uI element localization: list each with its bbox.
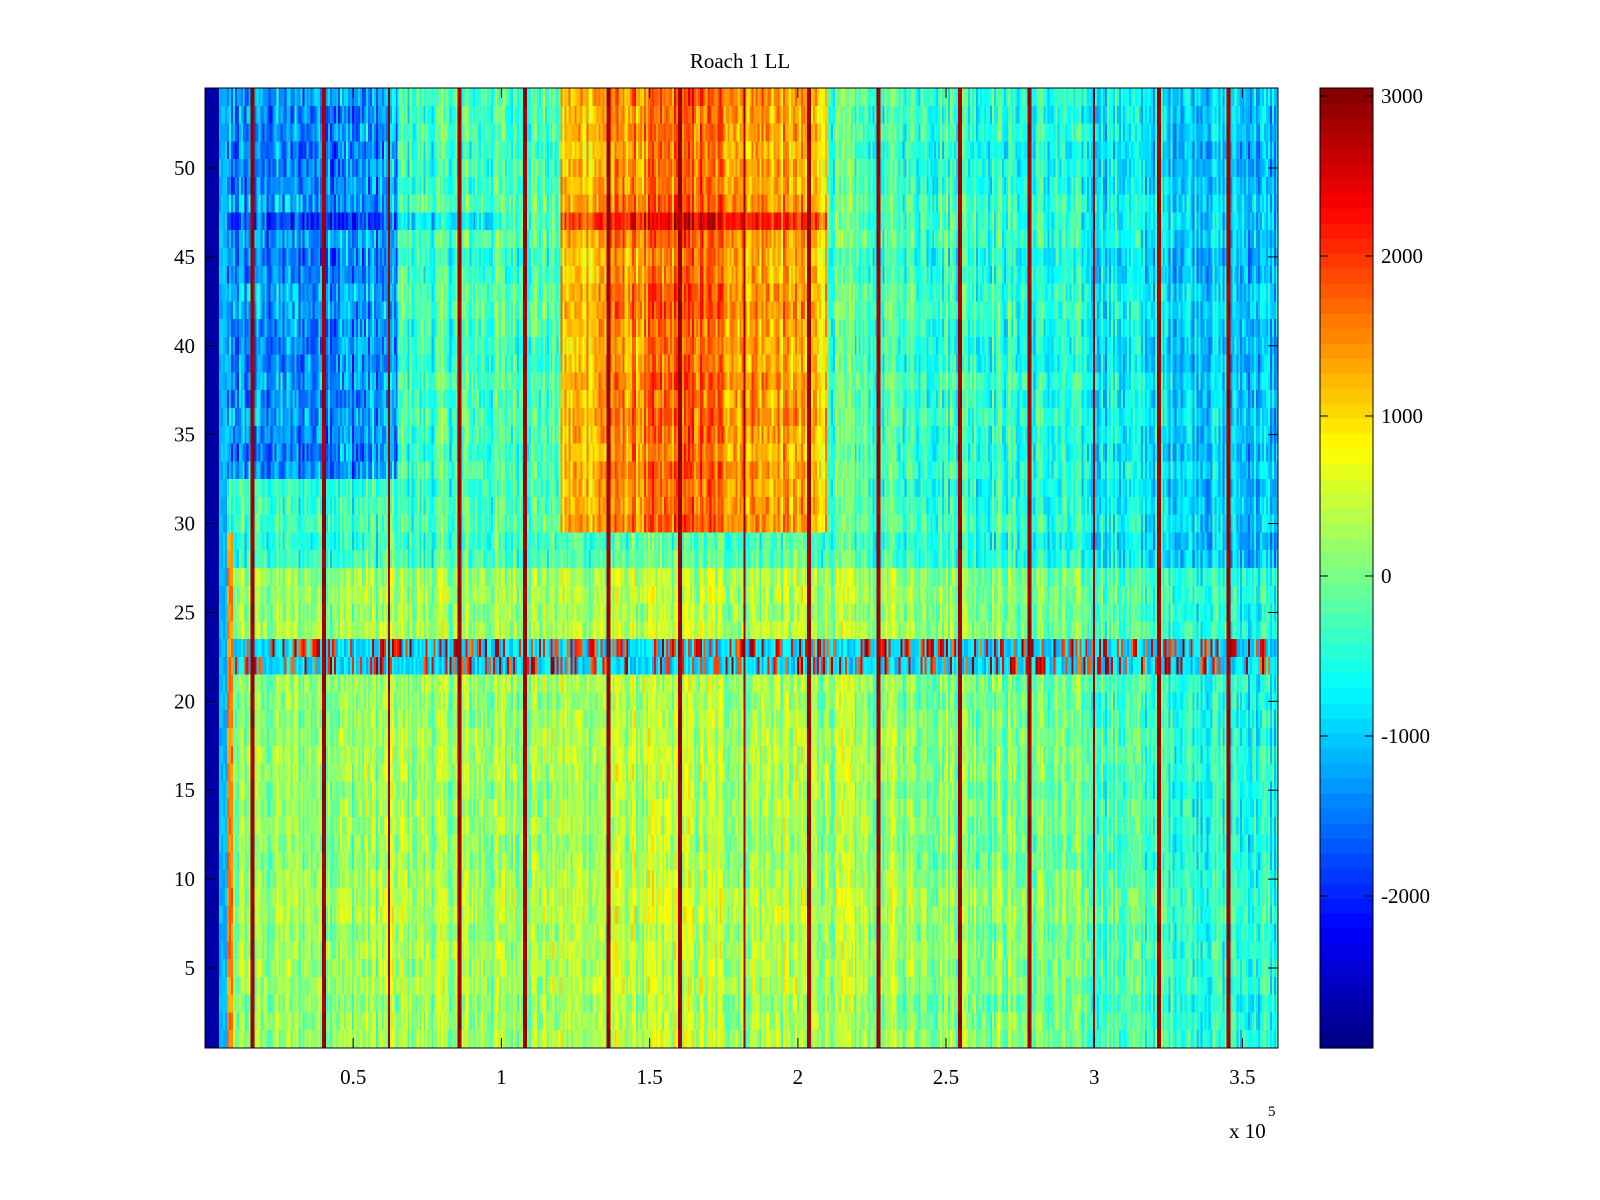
colorbar	[1320, 88, 1373, 1049]
y-tick-label: 5	[185, 956, 196, 980]
colorbar-swatch	[1320, 958, 1373, 974]
x-axis: 0.5 1 1.5 2 2.5 3 3.5	[340, 88, 1256, 1089]
colorbar-swatch	[1320, 1033, 1373, 1049]
colorbar-swatch	[1320, 733, 1373, 749]
colorbar-tick-label: 3000	[1381, 84, 1423, 108]
x-tick-label: 3	[1089, 1065, 1100, 1089]
colorbar-swatch	[1320, 148, 1373, 164]
colorbar-swatch	[1320, 118, 1373, 134]
colorbar-swatch	[1320, 493, 1373, 509]
colorbar-swatch	[1320, 763, 1373, 779]
colorbar-tick-label: -1000	[1381, 724, 1430, 748]
colorbar-swatch	[1320, 1003, 1373, 1019]
heatmap-cells	[205, 88, 1278, 1048]
x-tick-label: 1	[496, 1065, 507, 1089]
colorbar-tick-label: 0	[1381, 564, 1392, 588]
colorbar-swatch	[1320, 568, 1373, 584]
colorbar-swatch	[1320, 823, 1373, 839]
y-tick-label: 15	[174, 778, 195, 802]
colorbar-tick-label: 1000	[1381, 404, 1423, 428]
x-tick-label: 3.5	[1229, 1065, 1255, 1089]
colorbar-frame	[1319, 87, 1374, 1049]
y-axis: 5 10 15 20 25 30 35 40 45 50	[174, 156, 1278, 980]
colorbar-swatch	[1320, 748, 1373, 764]
colorbar-swatch	[1320, 613, 1373, 629]
heatmap-image	[205, 88, 1278, 1048]
colorbar-swatch	[1320, 928, 1373, 944]
colorbar-swatch	[1320, 508, 1373, 524]
colorbar-swatch	[1320, 193, 1373, 209]
colorbar-swatch	[1320, 343, 1373, 359]
colorbar-tick-label: -2000	[1381, 884, 1430, 908]
colorbar-swatch	[1320, 238, 1373, 254]
colorbar-swatch	[1320, 373, 1373, 389]
y-tick-label: 50	[174, 156, 195, 180]
colorbar-swatch	[1320, 88, 1373, 104]
colorbar-swatch	[1320, 943, 1373, 959]
colorbar-swatch	[1320, 973, 1373, 989]
colorbar-swatch	[1320, 223, 1373, 239]
colorbar-swatch	[1320, 433, 1373, 449]
colorbar-swatch	[1320, 538, 1373, 554]
colorbar-swatch	[1320, 283, 1373, 299]
colorbar-swatch	[1320, 553, 1373, 569]
x-tick-label: 1.5	[636, 1065, 662, 1089]
y-tick-label: 20	[174, 689, 195, 713]
colorbar-tick-label: 2000	[1381, 244, 1423, 268]
y-tick-label: 45	[174, 245, 195, 269]
plot-area-frame	[204, 87, 1279, 1049]
y-tick-label: 35	[174, 423, 195, 447]
colorbar-swatch	[1320, 583, 1373, 599]
colorbar-swatch	[1320, 253, 1373, 269]
colorbar-swatch	[1320, 868, 1373, 884]
colorbar-swatch	[1320, 103, 1373, 119]
colorbar-swatch	[1320, 1018, 1373, 1034]
colorbar-swatch	[1320, 778, 1373, 794]
colorbar-swatch	[1320, 808, 1373, 824]
y-tick-label: 40	[174, 334, 195, 358]
y-tick-label: 30	[174, 512, 195, 536]
colorbar-swatch	[1320, 163, 1373, 179]
colorbar-swatch	[1320, 478, 1373, 494]
colorbar-swatch	[1320, 448, 1373, 464]
colorbar-swatch	[1320, 853, 1373, 869]
x-tick-label: 0.5	[340, 1065, 366, 1089]
x-axis-exponent-base: x 10	[1229, 1119, 1266, 1143]
colorbar-swatch	[1320, 388, 1373, 404]
colorbar-swatch	[1320, 898, 1373, 914]
colorbar-swatch	[1320, 313, 1373, 329]
chart-title: Roach 1 LL	[690, 49, 790, 73]
colorbar-swatch	[1320, 838, 1373, 854]
colorbar-swatch	[1320, 463, 1373, 479]
colorbar-swatch	[1320, 598, 1373, 614]
colorbar-swatch	[1320, 628, 1373, 644]
y-tick-label: 10	[174, 867, 195, 891]
colorbar-swatch	[1320, 643, 1373, 659]
colorbar-swatch	[1320, 913, 1373, 929]
colorbar-axis: -2000 -1000 0 1000 2000 3000	[1320, 84, 1430, 908]
y-tick-label: 25	[174, 600, 195, 624]
colorbar-swatch	[1320, 688, 1373, 704]
colorbar-swatch	[1320, 328, 1373, 344]
colorbar-swatch	[1320, 178, 1373, 194]
x-tick-label: 2.5	[933, 1065, 959, 1089]
colorbar-swatch	[1320, 988, 1373, 1004]
colorbar-swatch	[1320, 418, 1373, 434]
colorbar-swatch	[1320, 883, 1373, 899]
colorbar-swatch	[1320, 268, 1373, 284]
x-axis-exponent-power: 5	[1268, 1104, 1276, 1120]
colorbar-swatch	[1320, 358, 1373, 374]
colorbar-swatch	[1320, 703, 1373, 719]
colorbar-swatch	[1320, 208, 1373, 224]
colorbar-swatch	[1320, 673, 1373, 689]
x-tick-label: 2	[793, 1065, 804, 1089]
colorbar-swatch	[1320, 718, 1373, 734]
colorbar-swatch	[1320, 133, 1373, 149]
colorbar-swatch	[1320, 793, 1373, 809]
colorbar-swatch	[1320, 658, 1373, 674]
colorbar-swatch	[1320, 403, 1373, 419]
colorbar-swatch	[1320, 523, 1373, 539]
colorbar-swatch	[1320, 298, 1373, 314]
